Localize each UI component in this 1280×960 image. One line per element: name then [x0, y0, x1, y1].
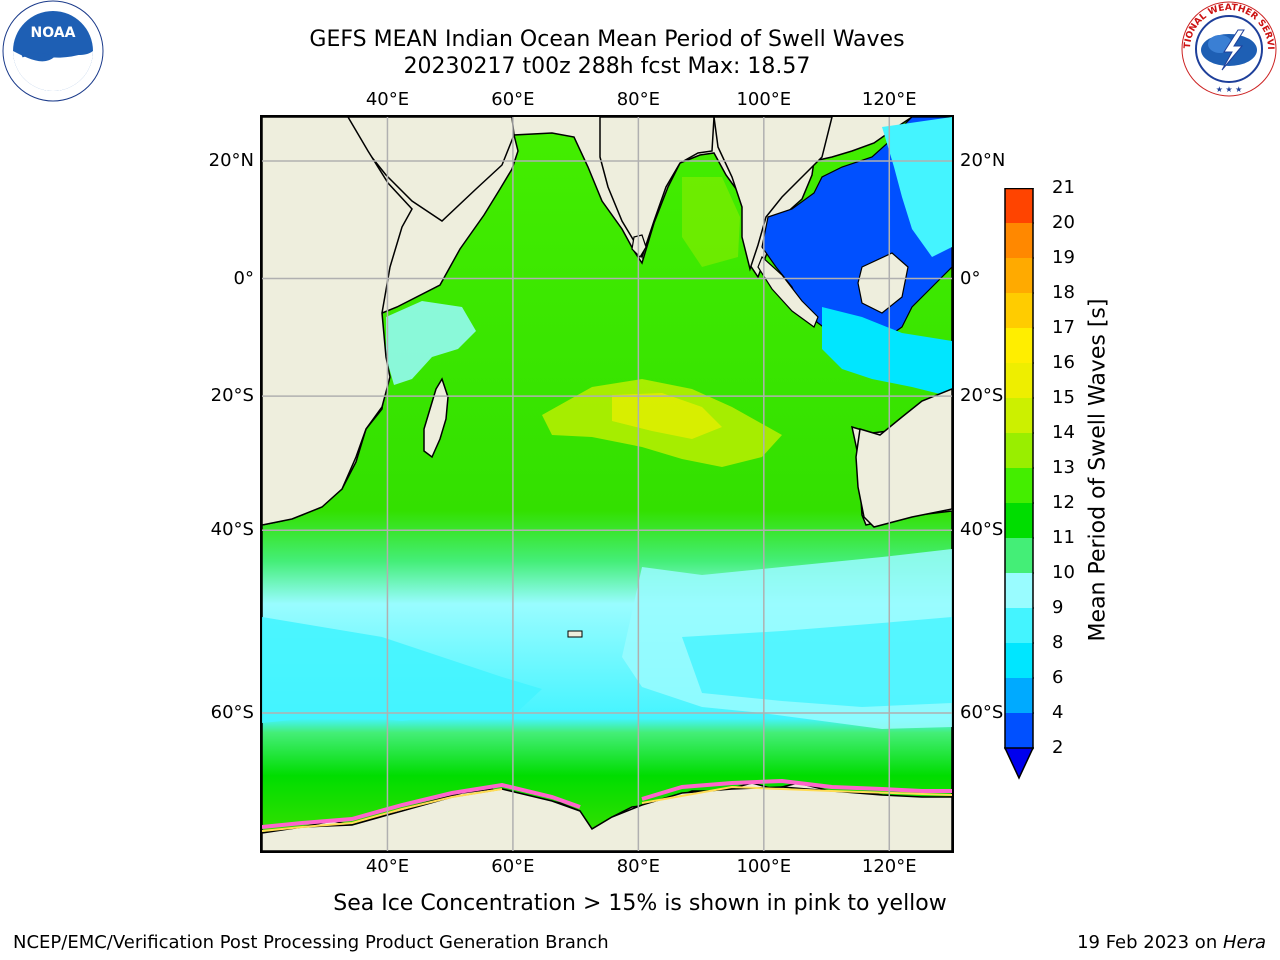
- colorbar-segment-11: [1005, 328, 1033, 363]
- chart-subtitle: 20230217 t00z 288h fcst Max: 18.57: [403, 54, 811, 79]
- colorbar-level-9: 14: [1052, 422, 1075, 443]
- colorbar-segment-9: [1005, 398, 1033, 433]
- colorbar-segment-12: [1005, 293, 1033, 328]
- lon-tick-bottom-3: 100°E: [736, 856, 792, 877]
- long-period-core: [612, 393, 722, 439]
- colorbar-level-3: 8: [1052, 632, 1064, 653]
- colorbar-segment-8: [1005, 433, 1033, 468]
- sea-ice-note: Sea Ice Concentration > 15% is shown in …: [333, 891, 947, 916]
- lon-tick-top-0: 40°E: [365, 89, 410, 110]
- borneo: [857, 252, 909, 314]
- colorbar-level-1: 4: [1052, 702, 1064, 723]
- run-date-credit: 19 Feb 2023 on Hera: [1077, 932, 1266, 953]
- colorbar-title: Mean Period of Swell Waves [s]: [1085, 298, 1111, 642]
- colorbar-segment-5: [1005, 538, 1033, 573]
- cyan-band-west: [262, 617, 542, 723]
- sumatra: [757, 255, 819, 328]
- colorbar-level-2: 6: [1052, 667, 1064, 688]
- noaa-logo-text: NOAA: [31, 25, 76, 41]
- colorbar-level-6: 11: [1052, 527, 1075, 548]
- lon-tick-bottom-4: 120°E: [861, 856, 917, 877]
- colorbar-level-15: 20: [1052, 212, 1075, 233]
- lon-tick-bottom-2: 80°E: [616, 856, 660, 877]
- nws-logo: NATIONAL WEATHER SERVICE ★ ★ ★: [1174, 0, 1280, 98]
- colorbar-segment-7: [1005, 468, 1033, 503]
- lat-tick-left-2: 20°S: [210, 385, 254, 407]
- noaa-logo: NOAA: [2, 0, 104, 102]
- colorbar-level-10: 15: [1052, 387, 1075, 408]
- lon-tick-bottom-1: 60°E: [491, 856, 535, 877]
- colorbar-segment-15: [1005, 188, 1033, 223]
- colorbar-level-11: 16: [1052, 352, 1075, 373]
- madagascar: [423, 377, 449, 459]
- sea-ice-fringe: [262, 778, 952, 829]
- lat-tick-right-1: 0°: [960, 267, 981, 289]
- kerguelen-island: [567, 630, 583, 638]
- antarctica: [262, 786, 952, 851]
- colorbar-level-4: 9: [1052, 597, 1064, 618]
- colorbar-segment-14: [1005, 223, 1033, 258]
- lon-tick-top-3: 100°E: [736, 89, 792, 110]
- lat-tick-right-3: 40°S: [960, 519, 1004, 541]
- run-date: 19 Feb 2023 on: [1077, 932, 1223, 953]
- run-host: Hera: [1222, 932, 1266, 953]
- colorbar-level-13: 18: [1052, 282, 1075, 303]
- lat-tick-right-4: 60°S: [960, 701, 1004, 723]
- lat-tick-left-0: 20°N: [208, 149, 254, 171]
- colorbar-segment-4: [1005, 573, 1033, 608]
- grid-lines: [262, 117, 952, 851]
- lon-tick-top-4: 120°E: [861, 89, 917, 110]
- map-canvas: [262, 117, 952, 851]
- lon-tick-top-2: 80°E: [616, 89, 660, 110]
- colorbar-extend-arrow: [1004, 747, 1034, 780]
- colorbar-segment-13: [1005, 258, 1033, 293]
- chart-title: GEFS MEAN Indian Ocean Mean Period of Sw…: [309, 27, 905, 52]
- sea-ice-fringe-yellow: [262, 785, 952, 832]
- cyan-patch-somali: [386, 301, 476, 385]
- svg-text:★ ★ ★: ★ ★ ★: [1216, 85, 1243, 94]
- bay-of-bengal-patch: [682, 177, 740, 267]
- colorbar-segment-6: [1005, 503, 1033, 538]
- colorbar-level-14: 19: [1052, 247, 1075, 268]
- lon-tick-top-1: 60°E: [491, 89, 535, 110]
- colorbar-segment-0: [1005, 713, 1033, 748]
- india: [599, 117, 715, 259]
- lat-tick-right-2: 20°S: [960, 385, 1004, 407]
- southeast-asia: [713, 117, 833, 272]
- colorbar: [1004, 188, 1034, 780]
- colorbar-segment-2: [1005, 643, 1033, 678]
- colorbar-level-7: 12: [1052, 492, 1075, 513]
- colorbar-level-12: 17: [1052, 317, 1075, 338]
- colorbar-level-8: 13: [1052, 457, 1075, 478]
- java-sea-cyan: [822, 307, 952, 397]
- lat-tick-right-0: 20°N: [960, 149, 1006, 171]
- lat-tick-left-4: 60°S: [210, 701, 254, 723]
- colorbar-level-16: 21: [1052, 177, 1075, 198]
- australia: [855, 388, 952, 528]
- map-panel: [260, 115, 954, 853]
- producer-credit: NCEP/EMC/Verification Post Processing Pr…: [13, 932, 609, 953]
- colorbar-segment-1: [1005, 678, 1033, 713]
- philippines-cyan: [882, 117, 952, 257]
- colorbar-segment-3: [1005, 608, 1033, 643]
- lat-tick-left-3: 40°S: [210, 519, 254, 541]
- colorbar-level-0: 2: [1052, 737, 1064, 758]
- colorbar-level-5: 10: [1052, 562, 1075, 583]
- lat-tick-left-1: 0°: [233, 267, 254, 289]
- colorbar-segment-10: [1005, 363, 1033, 398]
- lon-tick-bottom-0: 40°E: [365, 856, 410, 877]
- cyan-band-east-inner: [682, 617, 952, 707]
